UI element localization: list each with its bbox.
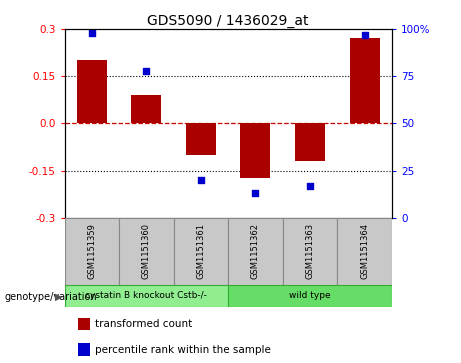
Bar [186, 123, 216, 155]
Point [252, 190, 259, 196]
Text: transformed count: transformed count [95, 319, 192, 329]
Text: GSM1151362: GSM1151362 [251, 223, 260, 280]
Point [306, 183, 313, 189]
Bar [283, 218, 337, 285]
Bar [241, 123, 271, 179]
Text: genotype/variation: genotype/variation [5, 291, 97, 302]
Text: cystatin B knockout Cstb-/-: cystatin B knockout Cstb-/- [85, 291, 207, 300]
Text: GSM1151360: GSM1151360 [142, 223, 151, 280]
Text: GSM1151361: GSM1151361 [196, 223, 206, 280]
Point [142, 68, 150, 73]
Point [361, 32, 368, 38]
Bar [337, 218, 392, 285]
Text: GSM1151364: GSM1151364 [360, 223, 369, 280]
Bar [119, 218, 174, 285]
Text: percentile rank within the sample: percentile rank within the sample [95, 344, 271, 355]
Title: GDS5090 / 1436029_at: GDS5090 / 1436029_at [148, 14, 309, 28]
Bar [65, 218, 119, 285]
Text: ▶: ▶ [55, 291, 62, 302]
Bar [174, 218, 228, 285]
Text: GSM1151363: GSM1151363 [306, 223, 314, 280]
Text: wild type: wild type [289, 291, 331, 300]
Bar [131, 95, 161, 123]
Point [88, 30, 95, 36]
Bar [77, 61, 107, 123]
Bar [295, 123, 325, 161]
Text: GSM1151359: GSM1151359 [87, 224, 96, 279]
Bar [228, 218, 283, 285]
Bar [349, 38, 379, 123]
Point [197, 177, 205, 183]
Bar [228, 285, 392, 307]
Bar [65, 285, 228, 307]
